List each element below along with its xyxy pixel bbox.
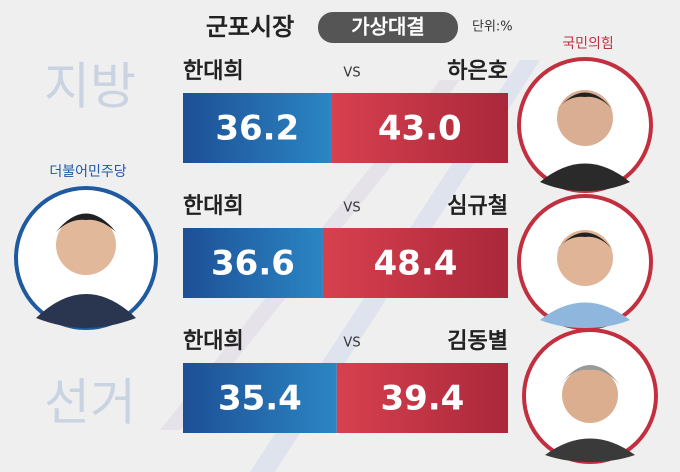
vs: VS (343, 336, 360, 351)
right-photos (517, 57, 658, 464)
left-name: 한대희 (183, 194, 244, 219)
left-value: 36.6 (211, 244, 295, 284)
right-name: 심규철 (447, 194, 508, 219)
left-photo (14, 186, 158, 330)
unit: 단위:% (472, 20, 513, 35)
title: 군포시장 (206, 13, 294, 41)
left-party: 더불어민주당 (49, 164, 126, 180)
right-bar (336, 363, 508, 433)
right-value: 39.4 (380, 379, 464, 419)
right-value: 48.4 (374, 244, 458, 284)
left-value: 36.2 (215, 109, 299, 149)
right-name: 김동별 (447, 329, 508, 354)
left-name: 한대희 (183, 59, 244, 84)
left-bar (183, 228, 323, 298)
watermark: 선거 (44, 374, 136, 432)
left-name: 한대희 (183, 329, 244, 354)
right-name: 하은호 (447, 59, 508, 84)
vs: VS (343, 201, 360, 216)
left-value: 35.4 (218, 379, 302, 419)
right-bar (322, 228, 508, 298)
vs: VS (343, 66, 360, 81)
right-value: 43.0 (378, 109, 462, 149)
badge: 가상대결 (351, 15, 425, 39)
right-party: 국민의힘 (562, 36, 614, 52)
left-bar (183, 93, 332, 163)
watermark: 지방 (44, 58, 136, 116)
left-bar (183, 363, 337, 433)
badge-bg (318, 12, 458, 43)
right-bar (331, 93, 508, 163)
